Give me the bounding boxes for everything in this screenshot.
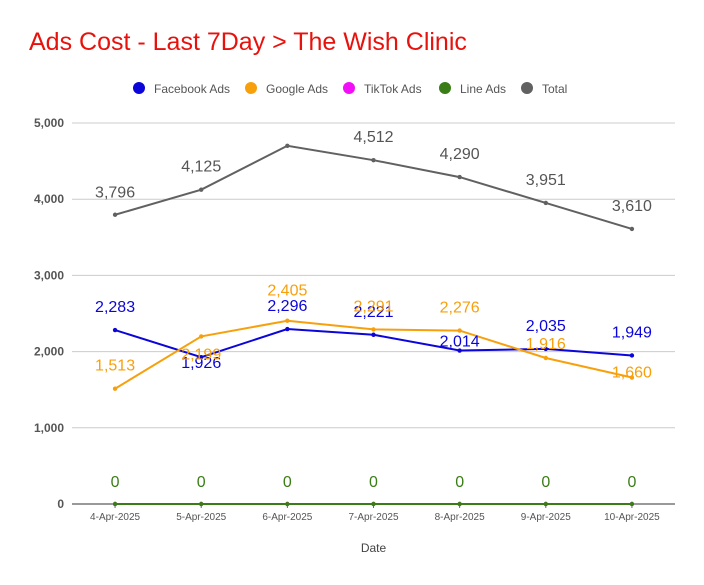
legend-label-line-ads: Line Ads (460, 82, 506, 96)
data-label-google-ads-6: 1,660 (612, 365, 652, 382)
data-label-line-ads-5: 0 (541, 474, 550, 491)
point-facebook-ads-5 (543, 346, 548, 352)
y-tick-label-5000: 5,000 (34, 116, 64, 130)
data-label-google-ads-5: 1,916 (526, 336, 566, 353)
data-label-line-ads-0: 0 (111, 474, 120, 491)
point-google-ads-1 (199, 334, 204, 339)
x-axis-title: Date (361, 541, 387, 555)
legend-marker-tiktok-ads (343, 82, 355, 94)
legend-marker-google-ads (245, 82, 257, 94)
point-line-ads-5 (543, 501, 548, 507)
point-google-ads-2 (285, 318, 290, 323)
data-label-facebook-ads-0: 2,283 (95, 299, 135, 316)
point-total-3 (371, 157, 376, 163)
data-label-total-6: 3,610 (612, 198, 652, 215)
y-tick-label-1000: 1,000 (34, 421, 64, 435)
data-label-line-ads-2: 0 (283, 474, 292, 491)
data-label-total-5: 3,951 (526, 172, 566, 189)
point-total-2 (285, 143, 290, 148)
point-google-ads-6 (629, 375, 635, 380)
data-label-line-ads-6: 0 (627, 474, 636, 491)
chart-title: Ads Cost - Last 7Day > The Wish Clinic (29, 28, 467, 56)
legend-item-facebook-ads: Facebook Ads (133, 82, 230, 96)
data-label-google-ads-0: 1,513 (95, 358, 135, 375)
data-label-google-ads-1: 2,199 (181, 346, 221, 363)
point-google-ads-0 (112, 386, 118, 391)
point-total-0 (112, 212, 118, 217)
x-tick-label-5-apr-2025: 5-Apr-2025 (176, 512, 226, 523)
data-label-facebook-ads-2: 2,296 (267, 298, 307, 315)
point-line-ads-3 (371, 501, 376, 507)
legend-label-google-ads: Google Ads (266, 82, 328, 96)
y-tick-label-2000: 2,000 (34, 345, 64, 359)
legend-item-google-ads: Google Ads (245, 82, 328, 96)
point-line-ads-1 (199, 501, 204, 507)
data-label-facebook-ads-6: 1,949 (612, 324, 652, 341)
data-label-facebook-ads-4: 2,014 (440, 334, 480, 351)
data-label-line-ads-3: 0 (369, 474, 378, 491)
x-tick-label-6-apr-2025: 6-Apr-2025 (262, 512, 312, 523)
legend-item-tiktok-ads: TikTok Ads (343, 82, 422, 96)
data-label-google-ads-2: 2,405 (267, 283, 307, 300)
data-label-facebook-ads-5: 2,035 (526, 318, 566, 335)
point-line-ads-4 (457, 501, 462, 507)
point-google-ads-4 (457, 328, 462, 333)
data-label-total-1: 4,125 (181, 159, 221, 176)
legend-marker-facebook-ads (133, 82, 145, 94)
point-line-ads-6 (629, 501, 635, 507)
x-tick-label-9-apr-2025: 9-Apr-2025 (521, 512, 571, 523)
point-facebook-ads-4 (457, 348, 462, 353)
point-facebook-ads-2 (285, 326, 290, 332)
x-tick-label-4-apr-2025: 4-Apr-2025 (90, 512, 140, 523)
data-label-google-ads-3: 2,291 (353, 298, 393, 315)
legend-label-facebook-ads: Facebook Ads (154, 82, 230, 96)
x-tick-label-10-apr-2025: 10-Apr-2025 (604, 512, 660, 523)
legend-marker-total (521, 82, 533, 94)
point-google-ads-3 (371, 327, 376, 332)
point-total-5 (543, 200, 548, 206)
point-line-ads-2 (285, 501, 290, 507)
y-tick-label-4000: 4,000 (34, 192, 64, 206)
data-label-line-ads-4: 0 (455, 474, 464, 491)
data-label-google-ads-4: 2,276 (440, 300, 480, 317)
point-total-6 (629, 226, 635, 232)
data-label-facebook-ads-1: 1,926 (181, 355, 221, 372)
point-facebook-ads-0 (112, 327, 118, 333)
data-label-total-4: 4,290 (440, 146, 480, 163)
point-facebook-ads-1 (199, 355, 204, 360)
data-label-line-ads-1: 0 (197, 474, 206, 491)
data-label-facebook-ads-3: 2,221 (353, 304, 393, 321)
legend-item-line-ads: Line Ads (439, 82, 506, 96)
point-total-1 (199, 187, 204, 192)
point-facebook-ads-6 (629, 353, 635, 358)
x-tick-label-7-apr-2025: 7-Apr-2025 (348, 512, 398, 523)
data-label-total-0: 3,796 (95, 185, 135, 202)
data-label-total-3: 4,512 (353, 129, 393, 146)
y-tick-label-3000: 3,000 (34, 268, 64, 282)
y-tick-label-0: 0 (57, 497, 64, 511)
legend-marker-line-ads (439, 82, 451, 94)
point-facebook-ads-3 (371, 332, 376, 337)
x-tick-label-8-apr-2025: 8-Apr-2025 (435, 512, 485, 523)
legend-item-total: Total (521, 82, 567, 96)
legend-label-total: Total (542, 82, 567, 96)
point-total-4 (457, 174, 462, 180)
legend-label-tiktok-ads: TikTok Ads (364, 82, 422, 96)
point-line-ads-0 (112, 501, 118, 507)
point-google-ads-5 (543, 355, 548, 361)
